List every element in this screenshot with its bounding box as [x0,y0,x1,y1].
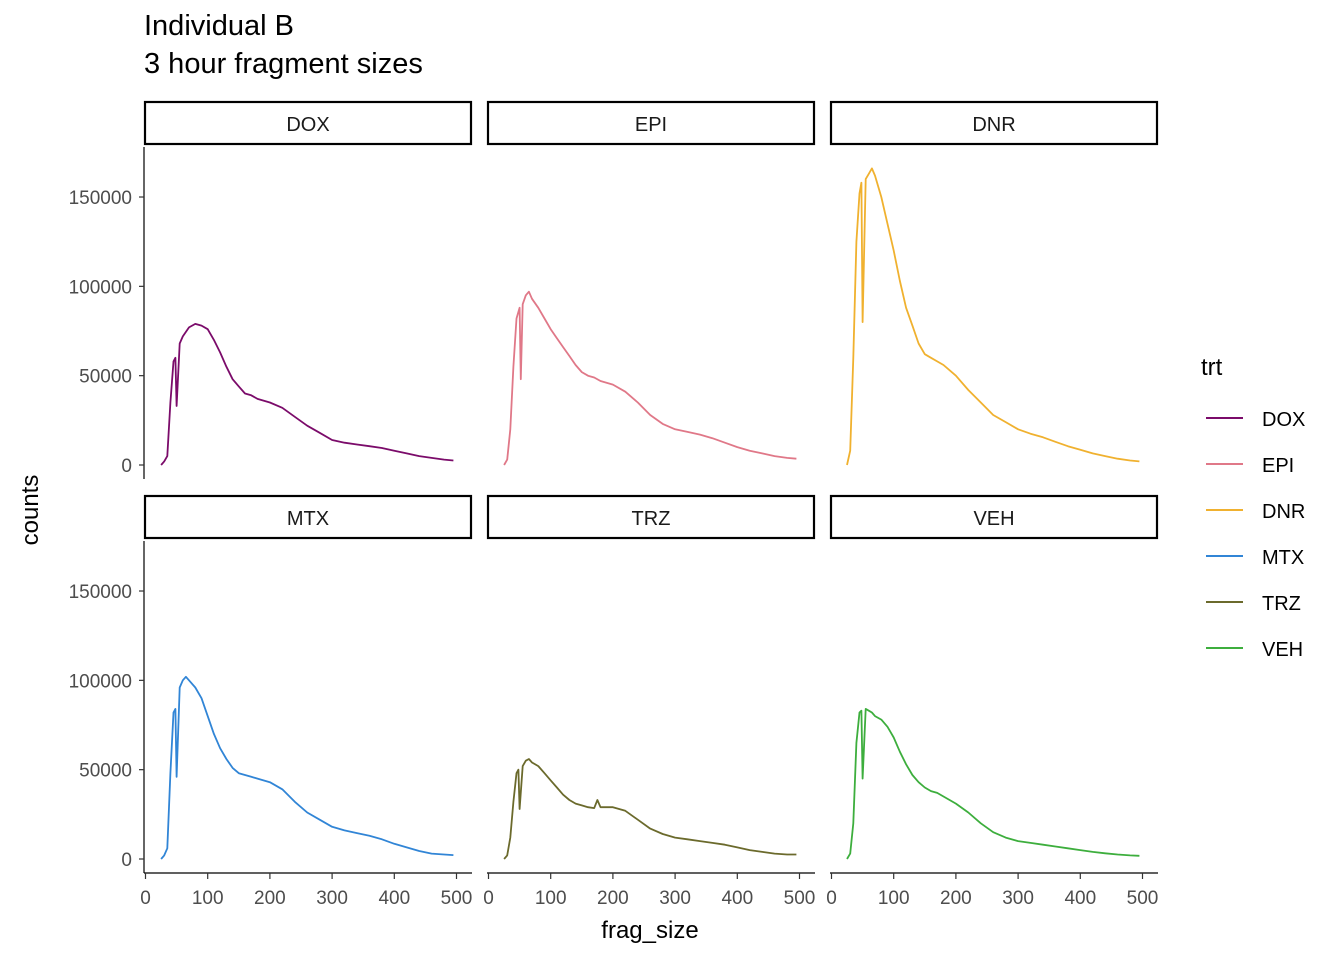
x-tick-label: 0 [483,888,494,909]
x-tick-label: 400 [378,888,410,909]
facet-strip-label-mtx: MTX [287,508,329,530]
y-axis-title: counts [17,475,44,546]
x-tick-label: 400 [721,888,753,909]
y-tick-label: 100000 [69,277,132,298]
x-axis-title: frag_size [601,917,698,944]
series-line-epi [503,290,797,466]
legend-label-dnr: DNR [1262,501,1305,523]
facet-strip-mtx [143,494,473,540]
legend-label-trz: TRZ [1262,593,1301,615]
facet-strip-label-epi: EPI [635,114,667,136]
x-tick-label: 200 [597,888,629,909]
series-line-trz [503,758,797,860]
y-tick-label: 50000 [79,761,132,782]
x-tick-label: 0 [140,888,151,909]
y-tick-label: 50000 [79,367,132,388]
legend-label-mtx: MTX [1262,547,1304,569]
x-tick-label: 300 [1002,888,1034,909]
legend-label-dox: DOX [1262,409,1305,431]
x-tick-label: 100 [878,888,910,909]
x-tick-label: 300 [316,888,348,909]
legend-label-epi: EPI [1262,455,1294,477]
x-tick-label: 500 [784,888,816,909]
x-tick-label: 500 [1127,888,1159,909]
series-line-veh [846,708,1140,860]
x-tick-label: 400 [1064,888,1096,909]
x-tick-label: 200 [940,888,972,909]
facet-strip-label-dnr: DNR [972,114,1015,136]
x-tick-label: 100 [535,888,567,909]
x-tick-label: 200 [254,888,286,909]
facet-strip-label-dox: DOX [286,114,329,136]
series-line-dnr [846,167,1140,466]
y-tick-label: 0 [121,850,132,871]
chart-title: Individual B [144,10,294,42]
facet-strip-label-veh: VEH [973,508,1014,530]
series-line-mtx [160,675,454,860]
x-tick-label: 0 [826,888,837,909]
x-tick-label: 500 [441,888,473,909]
legend-label-veh: VEH [1262,639,1303,661]
y-tick-label: 100000 [69,671,132,692]
facet-strip-epi [486,100,816,146]
y-tick-label: 150000 [69,582,132,603]
x-tick-label: 300 [659,888,691,909]
series-line-dox [160,323,454,466]
x-tick-label: 100 [192,888,224,909]
facet-strip-dnr [829,100,1159,146]
legend-title: trt [1201,354,1223,381]
facet-strip-dox [143,100,473,146]
facet-strip-label-trz: TRZ [632,508,671,530]
facet-strip-veh [829,494,1159,540]
chart-subtitle: 3 hour fragment sizes [144,48,423,80]
facet-strip-trz [486,494,816,540]
y-tick-label: 0 [121,456,132,477]
y-tick-label: 150000 [69,188,132,209]
